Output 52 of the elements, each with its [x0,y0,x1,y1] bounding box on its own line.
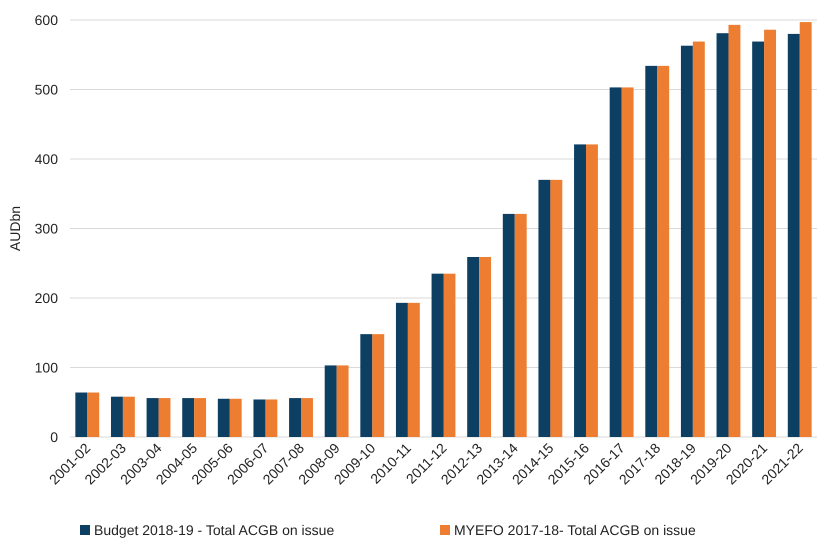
bar [467,256,480,437]
bar [444,274,456,437]
bar [265,399,278,437]
y-tick-label: 500 [34,81,58,98]
bar [253,399,266,437]
bar [728,24,740,437]
bar [194,398,206,437]
bar [788,34,800,437]
bar [218,398,230,437]
y-axis-title: AUDbn [7,206,23,252]
bar [716,33,728,437]
legend-label: MYEFO 2017-18- Total ACGB on issue [454,522,696,538]
legend-label: Budget 2018-19 - Total ACGB on issue [94,522,334,538]
bar [408,302,420,437]
bar [574,144,586,437]
y-tick-label: 100 [34,359,58,376]
bar [610,87,622,437]
bar [680,46,693,437]
bar [550,180,562,437]
bar [502,214,515,437]
bar [182,398,194,437]
bar [301,398,313,437]
bar [752,42,764,437]
bar [336,365,349,437]
bar [800,22,812,437]
bar [396,302,408,437]
y-tick-label: 600 [34,12,58,28]
bar [146,398,159,437]
bar [289,398,302,437]
bar [692,42,705,437]
bar [645,66,658,437]
bar [122,396,135,437]
bar [514,214,527,437]
bar [75,392,88,437]
bar [324,365,337,437]
bar [110,396,123,437]
bar [432,274,444,437]
bar [764,30,776,437]
bar [586,144,598,437]
bar [479,256,492,437]
bar [360,334,372,437]
y-tick-label: 200 [34,290,58,306]
y-tick-label: 400 [34,150,58,167]
y-tick-label: 300 [34,220,58,236]
y-tick-label: 0 [50,428,58,445]
bar [87,392,100,437]
bar [538,180,550,437]
bar [230,398,242,437]
bar [657,66,670,437]
bar [158,398,170,437]
bar [622,87,634,437]
bar [372,334,384,437]
